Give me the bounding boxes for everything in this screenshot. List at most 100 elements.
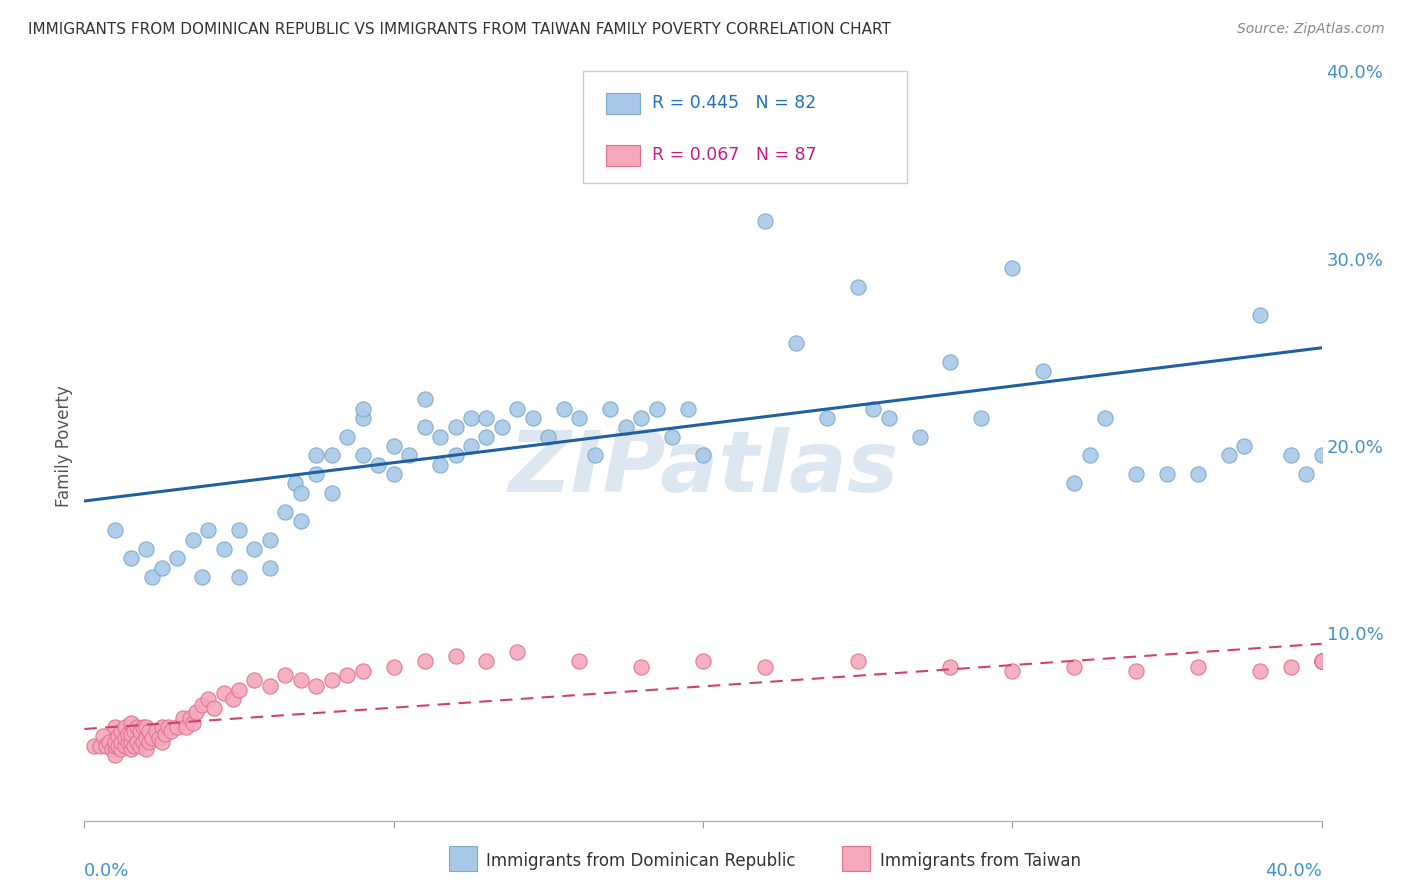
Point (305, 467, 328, 482)
Point (98, 735, 121, 749)
Point (135, 731, 157, 746)
Point (274, 667, 297, 681)
Point (290, 673, 312, 688)
Point (1187, 467, 1209, 482)
Point (367, 458, 389, 472)
Point (197, 523, 219, 537)
Text: Immigrants from Dominican Republic: Immigrants from Dominican Republic (486, 852, 796, 870)
Point (352, 448, 374, 462)
Point (101, 742, 124, 756)
Point (104, 735, 127, 749)
Point (583, 448, 606, 462)
Point (104, 523, 127, 537)
Point (444, 448, 467, 462)
Point (274, 505, 297, 519)
Point (89, 739, 111, 753)
Point (107, 739, 129, 753)
Point (184, 705, 207, 719)
Point (382, 660, 405, 674)
Point (460, 439, 482, 453)
Y-axis label: Family Poverty: Family Poverty (55, 385, 73, 507)
Point (475, 430, 498, 444)
Point (129, 723, 152, 738)
Point (259, 679, 281, 693)
Point (120, 735, 142, 749)
Point (141, 570, 163, 584)
Point (754, 214, 776, 228)
Point (707, 149, 730, 163)
Point (150, 561, 173, 575)
Point (1249, 308, 1271, 322)
Point (1310, 655, 1333, 669)
Point (160, 723, 183, 738)
Point (1001, 261, 1024, 276)
Point (1125, 664, 1147, 678)
Text: R = 0.067   N = 87: R = 0.067 N = 87 (652, 146, 817, 164)
Point (132, 735, 155, 749)
Point (754, 660, 776, 674)
Point (444, 420, 467, 434)
Point (125, 720, 148, 734)
Point (1063, 476, 1085, 491)
Text: R = 0.445   N = 82: R = 0.445 N = 82 (652, 95, 817, 112)
Point (110, 723, 132, 738)
Point (738, 139, 761, 153)
Point (145, 723, 167, 738)
Point (1310, 655, 1333, 669)
Point (181, 716, 204, 731)
Point (862, 401, 884, 416)
Point (599, 401, 621, 416)
Point (846, 655, 869, 669)
Point (413, 392, 436, 407)
Point (228, 682, 250, 697)
Point (537, 430, 560, 444)
Point (166, 720, 188, 734)
Point (135, 720, 157, 734)
Point (148, 731, 170, 746)
Point (110, 735, 132, 749)
Point (259, 561, 281, 575)
Point (382, 439, 405, 453)
Point (172, 710, 194, 724)
Point (83, 739, 105, 753)
Point (122, 739, 145, 753)
Point (321, 485, 343, 500)
Point (138, 735, 160, 749)
Text: 40.0%: 40.0% (1265, 862, 1322, 880)
Point (661, 430, 683, 444)
Point (305, 679, 328, 693)
Point (135, 742, 157, 756)
Point (94, 739, 117, 753)
Point (553, 401, 575, 416)
Point (228, 523, 250, 537)
Point (460, 410, 482, 425)
Point (321, 673, 343, 688)
Point (132, 720, 155, 734)
Point (290, 514, 312, 528)
Point (197, 692, 219, 706)
Point (352, 410, 374, 425)
Point (135, 541, 157, 557)
Point (568, 410, 591, 425)
Point (150, 735, 173, 749)
Point (120, 551, 142, 566)
Point (413, 420, 436, 434)
Point (1063, 660, 1085, 674)
Point (1249, 664, 1271, 678)
Text: Immigrants from Taiwan: Immigrants from Taiwan (880, 852, 1081, 870)
Point (692, 448, 714, 462)
Point (153, 727, 176, 741)
Point (179, 710, 201, 724)
Point (908, 430, 931, 444)
Point (939, 660, 962, 674)
Point (645, 401, 668, 416)
Point (769, 120, 792, 135)
Point (506, 401, 529, 416)
Point (150, 720, 173, 734)
Point (114, 720, 136, 734)
Point (321, 448, 343, 462)
Point (290, 485, 312, 500)
Point (176, 720, 198, 734)
Point (723, 120, 745, 135)
Point (1279, 660, 1302, 674)
